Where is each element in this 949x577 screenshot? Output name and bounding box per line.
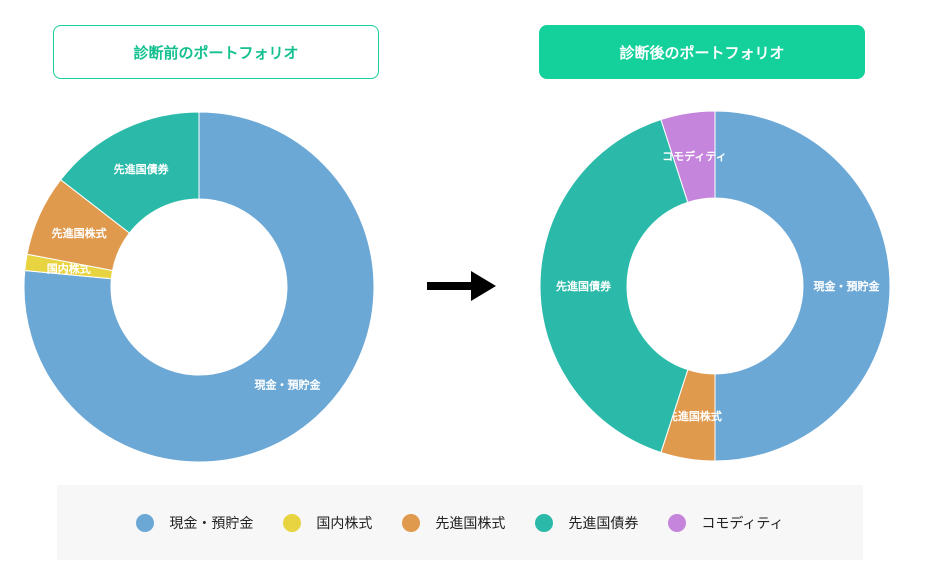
legend-dot-developed-stocks <box>402 513 421 532</box>
chart2-slice-developed-bonds[interactable] <box>539 118 689 454</box>
title-before-portfolio: 診断前のポートフォリオ <box>53 25 379 79</box>
legend-dot-domestic-stocks <box>283 513 302 532</box>
chart1-slice-developed-bonds[interactable] <box>60 111 200 234</box>
legend-item-domestic-stocks: 国内株式 <box>283 513 372 533</box>
legend-item-cash: 現金・預貯金 <box>136 513 253 533</box>
chart1-label-developed-bonds: 先進国債券 <box>114 162 170 176</box>
chart-legend: 現金・預貯金 国内株式 先進国株式 先進国債券 コモディティ <box>57 485 863 560</box>
chart2-label-developed-bonds: 先進国債券 <box>556 279 612 293</box>
legend-item-commodity: コモディティ <box>668 513 784 533</box>
chart1-label-domestic-stocks: 国内株式 <box>47 261 91 275</box>
legend-label-cash: 現金・預貯金 <box>169 515 254 532</box>
chart2-label-commodity: コモディティ <box>662 149 727 163</box>
chart1-label-developed-stocks: 先進国株式 <box>52 226 107 240</box>
legend-item-developed-stocks: 先進国株式 <box>402 513 505 533</box>
legend-label-commodity: コモディティ <box>701 515 784 532</box>
legend-dot-developed-bonds <box>535 513 554 532</box>
chart1-slice-cash[interactable] <box>23 111 375 463</box>
legend-item-developed-bonds: 先進国債券 <box>535 513 638 533</box>
title-after-portfolio[interactable]: 診断後のポートフォリオ <box>539 25 865 79</box>
legend-dot-commodity <box>668 513 687 532</box>
donut-charts: 現金・預貯金国内株式先進国株式先進国債券現金・預貯金先進国株式先進国債券コモディ… <box>23 110 891 463</box>
chart2-slice-commodity[interactable] <box>660 110 716 203</box>
chart2-slice-cash[interactable] <box>714 110 891 462</box>
chart2-label-developed-stocks: 先進国株式 <box>667 409 722 423</box>
right-arrow-icon <box>427 270 497 306</box>
chart2-label-cash: 現金・預貯金 <box>814 279 881 293</box>
legend-label-developed-bonds: 先進国債券 <box>568 515 639 532</box>
legend-dot-cash <box>136 513 155 532</box>
chart1-label-cash: 現金・預貯金 <box>255 377 322 391</box>
legend-label-developed-stocks: 先進国株式 <box>435 515 506 532</box>
legend-label-domestic-stocks: 国内株式 <box>316 515 373 532</box>
